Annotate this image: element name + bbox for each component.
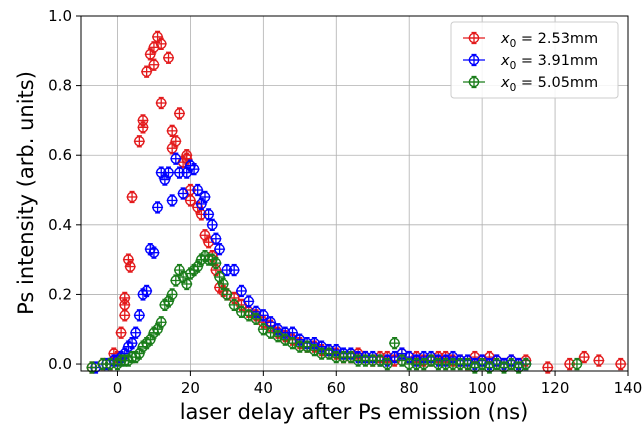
- legend-label: x0 = 2.53mm: [500, 31, 598, 50]
- x-tick-label: 0: [113, 379, 123, 397]
- data-point: [133, 309, 145, 322]
- data-point: [571, 357, 583, 371]
- x-tick-label: 100: [468, 379, 497, 397]
- x-tick-label: 140: [614, 379, 642, 397]
- data-point: [188, 162, 200, 176]
- x-tick-label: 40: [254, 379, 273, 397]
- data-point: [126, 337, 138, 350]
- data-point: [104, 357, 116, 371]
- series-2: [90, 152, 532, 374]
- y-tick-label: 0.8: [48, 77, 72, 95]
- data-point: [126, 190, 138, 204]
- data-point: [228, 263, 240, 277]
- y-tick-label: 0.4: [48, 216, 72, 234]
- legend: x0 = 2.53mm x0 = 3.91mm x0 = 5.05mm: [450, 21, 619, 99]
- data-point: [192, 183, 204, 197]
- data-point: [243, 295, 255, 308]
- data-point: [170, 152, 182, 165]
- data-point: [166, 194, 178, 207]
- data-point: [163, 166, 175, 179]
- data-point: [184, 194, 196, 207]
- y-tick-label: 0.2: [48, 285, 72, 303]
- data-point: [155, 37, 167, 50]
- data-point: [389, 337, 401, 350]
- data-point: [170, 135, 182, 148]
- data-point: [115, 326, 127, 339]
- data-point: [206, 218, 218, 231]
- legend-label: x0 = 3.91mm: [500, 53, 598, 72]
- data-point: [133, 135, 145, 148]
- data-point: [381, 357, 393, 371]
- data-point: [119, 291, 131, 305]
- data-point: [166, 124, 178, 138]
- data-point: [615, 357, 627, 371]
- data-point: [578, 350, 590, 364]
- data-point: [210, 256, 222, 270]
- data-point: [163, 51, 175, 64]
- data-point: [97, 357, 109, 371]
- data-point: [228, 298, 240, 312]
- data-point: [173, 263, 185, 277]
- legend-label: x0 = 5.05mm: [500, 75, 598, 94]
- data-point: [177, 187, 189, 200]
- x-tick-label: 60: [327, 379, 346, 397]
- data-point: [163, 295, 175, 308]
- y-tick-label: 1.0: [48, 7, 72, 25]
- data-point: [199, 229, 211, 242]
- series-3: [86, 249, 583, 374]
- data-point: [130, 326, 142, 339]
- data-point: [141, 284, 153, 298]
- data-point: [221, 288, 233, 301]
- data-point: [122, 253, 134, 266]
- legend-box: [450, 21, 619, 99]
- data-point: [476, 357, 488, 371]
- data-point: [520, 357, 532, 371]
- data-point: [166, 288, 178, 301]
- x-tick-label: 20: [181, 379, 200, 397]
- data-point: [214, 243, 226, 256]
- data-point: [119, 309, 131, 322]
- plot-frame: [80, 15, 629, 372]
- y-axis-label: Ps intensity (arb. units): [14, 71, 38, 315]
- axis-ticks: 0 20 40 60 80 100 120 140 0.0 0.2 0.4 0.6 0.8 1.0: [48, 7, 642, 397]
- data-point: [152, 201, 164, 214]
- data-point: [124, 260, 136, 273]
- data-point: [250, 312, 262, 325]
- x-tick-label: 120: [541, 379, 570, 397]
- data-point: [155, 96, 167, 110]
- data-point: [137, 121, 149, 134]
- y-tick-label: 0.6: [48, 146, 72, 164]
- data-point: [418, 357, 430, 371]
- data-points: [86, 30, 627, 374]
- data-point: [403, 357, 415, 371]
- data-point: [148, 246, 160, 259]
- y-tick-label: 0.0: [48, 355, 72, 373]
- data-point: [181, 277, 193, 291]
- data-point: [593, 354, 605, 367]
- data-point: [217, 277, 229, 291]
- data-point: [155, 316, 167, 329]
- data-point: [199, 190, 211, 204]
- x-axis-label: laser delay after Ps emission (ns): [180, 400, 529, 424]
- x-tick-label: 80: [400, 379, 419, 397]
- data-point: [173, 107, 185, 120]
- data-point: [235, 284, 247, 298]
- data-point: [141, 65, 153, 78]
- data-point: [148, 58, 160, 71]
